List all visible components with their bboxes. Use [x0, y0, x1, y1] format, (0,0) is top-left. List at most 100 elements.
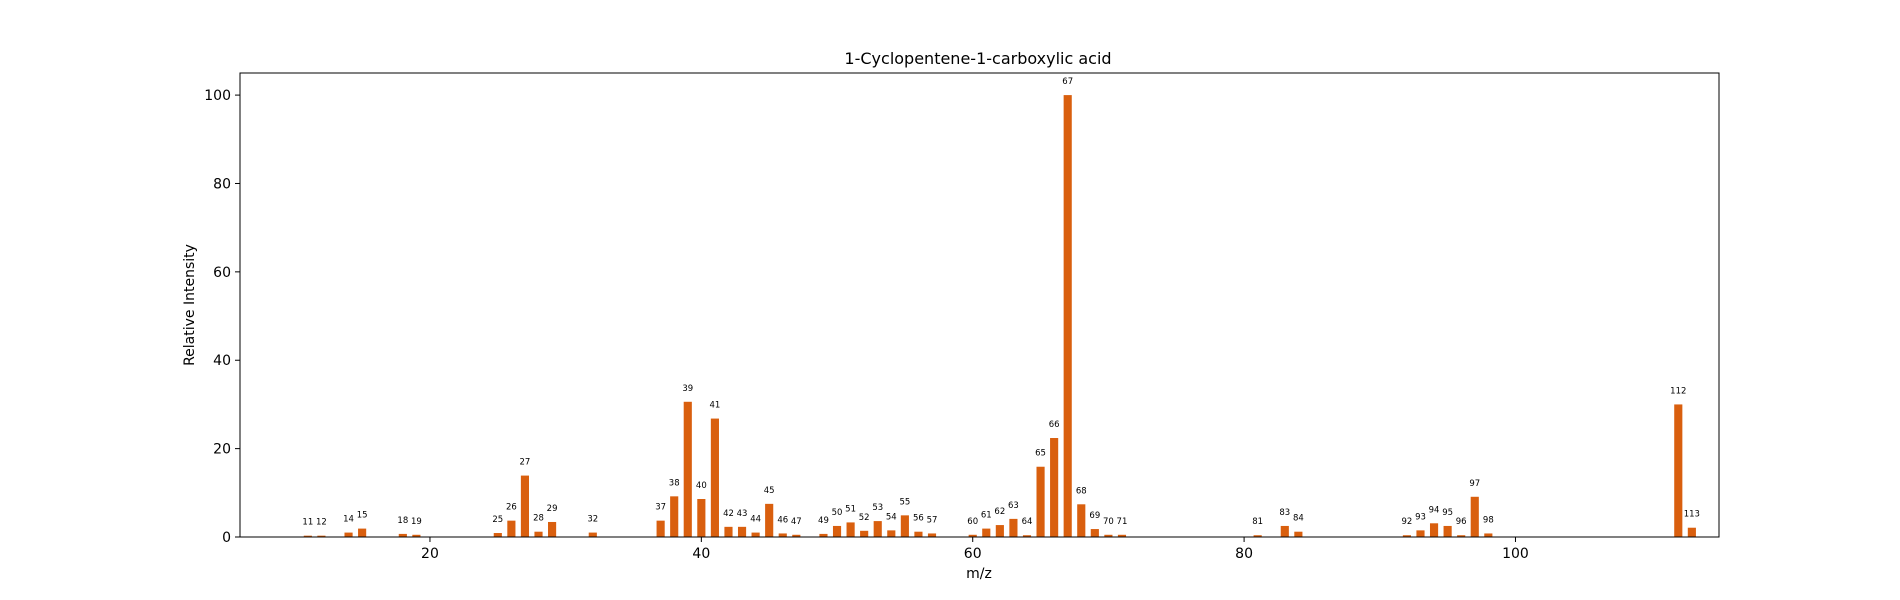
bar-mz-45 [765, 503, 774, 537]
bar-label-mz-83: 83 [1279, 508, 1290, 518]
bar-mz-94 [1429, 523, 1439, 537]
bar-label-mz-65: 65 [1035, 449, 1046, 459]
bars-group [303, 95, 1696, 537]
plot-frame [239, 72, 1720, 538]
bar-mz-49 [819, 533, 828, 537]
bar-label-mz-70: 70 [1103, 517, 1114, 527]
bar-label-mz-54: 54 [886, 512, 897, 522]
bar-label-mz-40: 40 [696, 481, 707, 491]
bar-mz-46 [778, 533, 787, 537]
bar-mz-95 [1443, 525, 1452, 537]
bar-label-mz-15: 15 [357, 511, 368, 521]
bar-mz-41 [710, 418, 719, 537]
bar-mz-65 [1036, 466, 1045, 537]
bar-label-mz-62: 62 [994, 507, 1005, 517]
bar-mz-61 [982, 528, 991, 537]
bar-label-mz-51: 51 [845, 504, 856, 514]
bar-mz-98 [1484, 533, 1493, 537]
bar-label-mz-49: 49 [818, 516, 829, 526]
bar-label-mz-25: 25 [492, 515, 503, 525]
bar-label-mz-28: 28 [533, 514, 544, 524]
bar-mz-71 [1117, 534, 1127, 537]
bar-label-mz-84: 84 [1293, 514, 1304, 524]
bar-label-mz-95: 95 [1442, 508, 1453, 518]
bar-label-mz-14: 14 [343, 515, 354, 525]
bar-label-mz-93: 93 [1415, 512, 1426, 522]
bar-label-mz-26: 26 [506, 503, 517, 513]
bar-mz-18 [398, 533, 407, 537]
bar-mz-96 [1457, 535, 1466, 537]
bar-label-mz-56: 56 [913, 514, 924, 524]
bar-label-mz-41: 41 [709, 401, 720, 411]
bar-mz-40 [697, 499, 706, 537]
y-tick-label-20: 20 [213, 442, 231, 458]
bar-mz-25 [493, 533, 502, 537]
bar-mz-70 [1104, 534, 1113, 537]
bar-label-mz-81: 81 [1252, 517, 1263, 527]
bar-label-mz-37: 37 [655, 503, 666, 513]
bar-mz-37 [656, 520, 665, 537]
bar-mz-19 [412, 534, 421, 537]
bar-mz-63 [1009, 518, 1018, 537]
bar-label-mz-71: 71 [1117, 517, 1128, 527]
bar-mz-43 [737, 526, 747, 537]
bar-mz-38 [670, 496, 679, 537]
x-tick-label-60: 60 [964, 546, 982, 562]
bar-mz-51 [846, 522, 855, 537]
y-tick-label-60: 60 [213, 265, 231, 281]
y-tick-label-80: 80 [213, 176, 231, 192]
bar-mz-14 [344, 532, 353, 537]
bar-mz-50 [832, 525, 842, 537]
x-tick-label-80: 80 [1235, 546, 1253, 562]
bar-label-mz-12: 12 [316, 518, 327, 528]
bar-label-mz-112: 112 [1670, 386, 1686, 396]
bar-label-mz-39: 39 [682, 384, 693, 394]
bar-mz-55 [900, 515, 909, 537]
bar-mz-52 [860, 530, 869, 537]
bar-mz-84 [1294, 531, 1303, 537]
x-axis: 20 40 60 80 100 [421, 537, 1529, 562]
bar-label-mz-27: 27 [520, 458, 531, 468]
bar-label-mz-42: 42 [723, 509, 734, 519]
bar-label-mz-67: 67 [1062, 77, 1073, 87]
bar-label-mz-61: 61 [981, 511, 992, 521]
bar-label-mz-43: 43 [737, 509, 748, 519]
bar-label-mz-18: 18 [397, 516, 408, 526]
bar-label-mz-69: 69 [1089, 511, 1100, 521]
bar-label-mz-38: 38 [669, 478, 680, 488]
bar-mz-92 [1402, 535, 1411, 537]
bar-mz-15 [358, 528, 367, 537]
bar-mz-39 [683, 401, 692, 537]
bar-label-mz-19: 19 [411, 517, 422, 527]
x-axis-label: m/z [966, 566, 992, 582]
bar-label-mz-29: 29 [547, 504, 558, 514]
bar-mz-28 [534, 531, 543, 537]
bar-label-mz-11: 11 [302, 518, 313, 528]
bar-label-mz-57: 57 [927, 515, 938, 525]
bar-label-mz-96: 96 [1456, 517, 1467, 527]
bar-mz-29 [548, 521, 557, 537]
bar-mz-11 [303, 535, 312, 537]
bar-mz-44 [751, 532, 760, 537]
bar-mz-57 [927, 533, 937, 537]
y-tick-label-0: 0 [222, 530, 231, 546]
bar-label-mz-46: 46 [777, 515, 788, 525]
bar-mz-60 [968, 534, 977, 537]
bar-label-mz-32: 32 [587, 515, 598, 525]
bar-label-mz-92: 92 [1402, 517, 1413, 527]
bar-mz-69 [1090, 529, 1099, 537]
y-axis-label: Relative Intensity [182, 244, 198, 366]
bar-mz-113 [1687, 527, 1696, 537]
x-tick-label-20: 20 [421, 546, 439, 562]
bar-mz-81 [1253, 535, 1262, 537]
bar-mz-64 [1022, 535, 1032, 537]
x-tick-label-100: 100 [1502, 546, 1529, 562]
bar-mz-27 [520, 475, 530, 537]
bar-label-mz-53: 53 [872, 503, 883, 513]
bar-mz-67 [1063, 95, 1072, 537]
bar-mz-32 [588, 532, 597, 537]
x-tick-label-40: 40 [692, 546, 710, 562]
bar-label-mz-68: 68 [1076, 486, 1087, 496]
